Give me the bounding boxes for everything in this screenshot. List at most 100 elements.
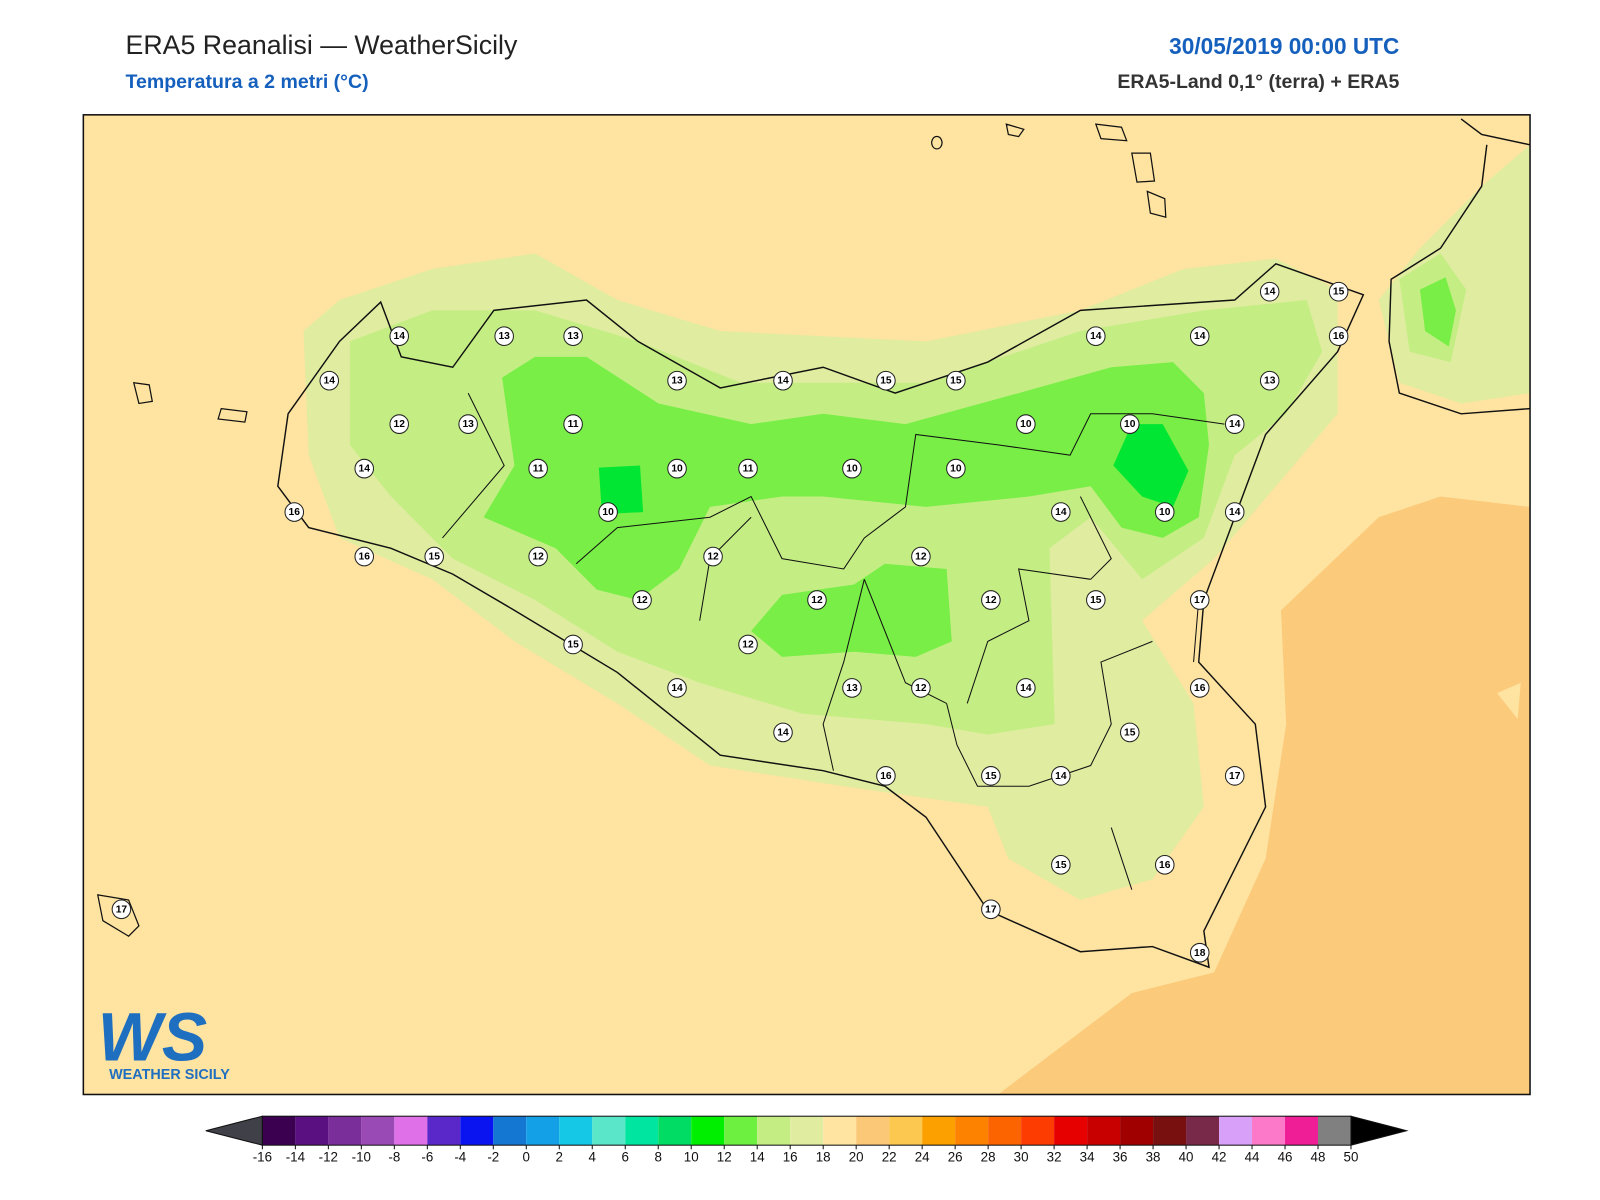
station-marker: [563, 634, 583, 655]
station-value: 16: [289, 507, 301, 518]
station: 13: [842, 678, 862, 698]
station-marker: [842, 678, 862, 698]
station: 17: [1224, 766, 1245, 786]
station-value: 14: [1090, 331, 1102, 342]
station-marker: [703, 546, 723, 567]
station: 14: [1224, 414, 1245, 434]
station-marker: [319, 370, 340, 391]
station: 14: [319, 370, 340, 391]
station-marker: [1016, 414, 1036, 434]
station-marker: [528, 458, 548, 479]
station: 14: [1224, 502, 1245, 522]
station-value: 14: [1055, 507, 1067, 518]
station: 13: [667, 370, 687, 391]
colorbar-tick-label: 44: [1245, 1150, 1260, 1165]
station: 13: [1259, 370, 1280, 391]
colorbar-swatch: [691, 1116, 725, 1146]
station: 15: [981, 766, 1001, 786]
station-value: 14: [1264, 287, 1276, 298]
station-marker: [1016, 678, 1036, 698]
station-value: 11: [743, 464, 754, 475]
station-value: 16: [1333, 331, 1345, 342]
colorbar-tick-label: 22: [882, 1150, 897, 1165]
station: 16: [284, 502, 305, 522]
colorbar-swatch: [823, 1116, 857, 1146]
station-marker: [1051, 766, 1071, 786]
colorbar-tick-label: -4: [454, 1150, 466, 1165]
colorbar-swatch: [955, 1116, 989, 1146]
contour-8: [598, 465, 644, 515]
station-marker: [389, 326, 410, 347]
station: 12: [911, 546, 931, 567]
colorbar-tick-label: 10: [684, 1150, 699, 1165]
colorbar-tick-label: 42: [1212, 1150, 1227, 1165]
station-value: 15: [880, 376, 892, 387]
station-marker: [911, 546, 931, 567]
station-value: 14: [1020, 683, 1032, 694]
colorbar-tick-label: 18: [816, 1150, 831, 1165]
colorbar-swatch: [757, 1116, 791, 1146]
contour-10: [1419, 277, 1456, 347]
station-marker: [946, 370, 966, 391]
station-marker: [773, 370, 793, 391]
logo: WS WEATHER SICILY: [98, 999, 230, 1083]
colorbar-tick-label: 8: [655, 1150, 662, 1165]
station-marker: [981, 766, 1001, 786]
station-value: 17: [116, 904, 128, 915]
station-value: 12: [915, 552, 927, 563]
station: 17: [981, 899, 1001, 920]
station-marker: [354, 546, 375, 567]
station-value: 15: [1124, 727, 1136, 738]
colorbar-tick-label: 20: [849, 1150, 864, 1165]
station: 10: [1120, 414, 1140, 434]
station-marker: [1086, 326, 1106, 347]
station-value: 13: [846, 683, 858, 694]
colorbar-tick-label: 40: [1179, 1150, 1194, 1165]
colorbar-tick-label: 2: [556, 1150, 563, 1165]
station: 15: [1051, 855, 1071, 875]
station-marker: [807, 590, 827, 610]
station-value: 12: [811, 595, 823, 606]
colorbar-swatch: [1285, 1116, 1319, 1146]
station: 12: [911, 678, 931, 698]
colorbar-swatch: [262, 1116, 296, 1146]
station-value: 12: [707, 552, 719, 563]
colorbar-under: [205, 1115, 263, 1146]
colorbar-swatch: [856, 1116, 890, 1146]
station-marker: [1189, 326, 1210, 347]
station: 12: [738, 634, 758, 655]
station-value: 10: [1159, 507, 1171, 518]
station-marker: [598, 502, 618, 522]
title: ERA5 Reanalisi — WeatherSicily: [126, 30, 518, 60]
colorbar-tick-label: 28: [981, 1150, 996, 1165]
station-value: 16: [359, 552, 371, 563]
station-value: 15: [950, 376, 962, 387]
station: 14: [1051, 766, 1071, 786]
colorbar-swatch: [790, 1116, 824, 1146]
station: 10: [1154, 502, 1175, 522]
colorbar-tick-label: -2: [487, 1150, 499, 1165]
station: 14: [389, 326, 410, 347]
station-marker: [458, 414, 478, 434]
station: 14: [1086, 326, 1106, 347]
colorbar-tick-label: 12: [717, 1150, 732, 1165]
colorbar-tick-label: -8: [388, 1150, 400, 1165]
station-marker: [389, 414, 410, 434]
colorbar-tick-label: 30: [1014, 1150, 1029, 1165]
station-marker: [667, 458, 687, 479]
station-marker: [632, 590, 652, 610]
station-marker: [738, 458, 758, 479]
station: 14: [1259, 281, 1280, 302]
station: 14: [1189, 326, 1210, 347]
station-marker: [1259, 370, 1280, 391]
station-value: 13: [498, 331, 510, 342]
contour-10: [751, 563, 952, 657]
station-marker: [1224, 766, 1245, 786]
station-value: 10: [671, 464, 683, 475]
station: 11: [738, 458, 758, 479]
colorbar-tick-label: 16: [783, 1150, 798, 1165]
colorbar-swatch: [922, 1116, 956, 1146]
station: 13: [494, 326, 514, 347]
station-marker: [842, 458, 862, 479]
